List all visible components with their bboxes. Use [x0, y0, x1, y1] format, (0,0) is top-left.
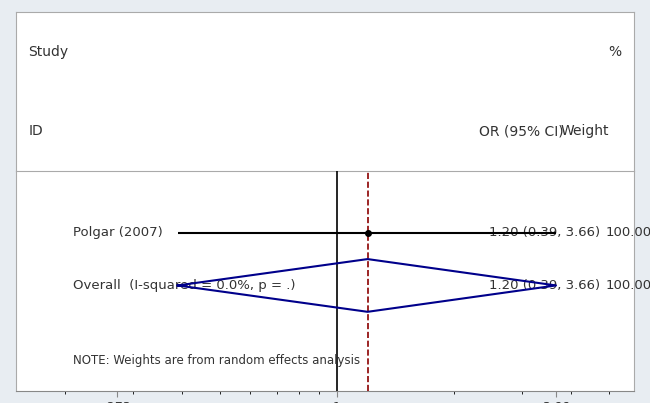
Text: 1.20 (0.39, 3.66): 1.20 (0.39, 3.66): [489, 279, 600, 292]
Text: ID: ID: [29, 125, 44, 138]
Text: OR (95% CI): OR (95% CI): [480, 125, 564, 138]
Text: Study: Study: [29, 45, 69, 59]
Text: 1.20 (0.39, 3.66): 1.20 (0.39, 3.66): [489, 226, 600, 239]
Text: Polgar (2007): Polgar (2007): [73, 226, 163, 239]
Text: Weight: Weight: [560, 125, 609, 138]
Text: NOTE: Weights are from random effects analysis: NOTE: Weights are from random effects an…: [73, 354, 360, 367]
Text: 100.00: 100.00: [606, 226, 650, 239]
Text: 100.00: 100.00: [606, 279, 650, 292]
Text: %: %: [608, 45, 621, 59]
Text: Overall  (I-squared = 0.0%, p = .): Overall (I-squared = 0.0%, p = .): [73, 279, 296, 292]
